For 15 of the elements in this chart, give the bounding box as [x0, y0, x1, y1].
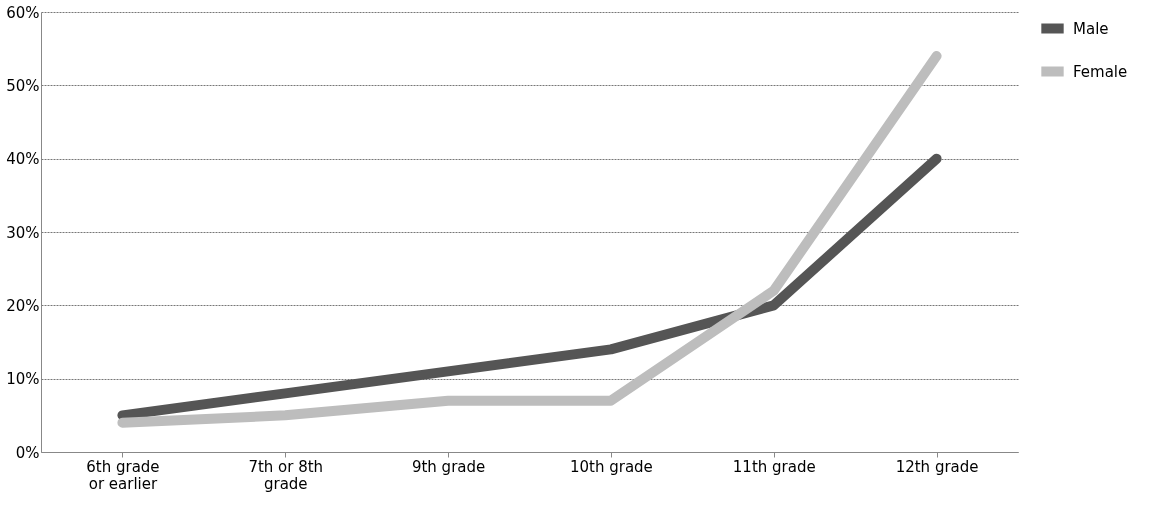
x-tick-label: 9th grade [411, 457, 486, 476]
x-tick-label: 10th grade [569, 457, 653, 476]
legend-label: Female [1073, 62, 1128, 81]
y-tick-label: 40% [6, 150, 40, 169]
x-tick-label: 6th grade or earlier [86, 457, 160, 493]
legend-label: Male [1073, 19, 1109, 38]
y-tick-label: 20% [6, 296, 40, 315]
x-tick-label: 11th grade [732, 457, 816, 476]
y-tick-label: 60% [6, 3, 40, 22]
x-tick-label: 12th grade [895, 457, 979, 476]
x-tick-label: 7th or 8th grade [248, 457, 324, 493]
y-tick-label: 0% [15, 443, 40, 462]
y-tick-label: 50% [6, 76, 40, 95]
y-tick-label: 10% [6, 370, 40, 389]
y-tick-label: 30% [6, 223, 40, 242]
